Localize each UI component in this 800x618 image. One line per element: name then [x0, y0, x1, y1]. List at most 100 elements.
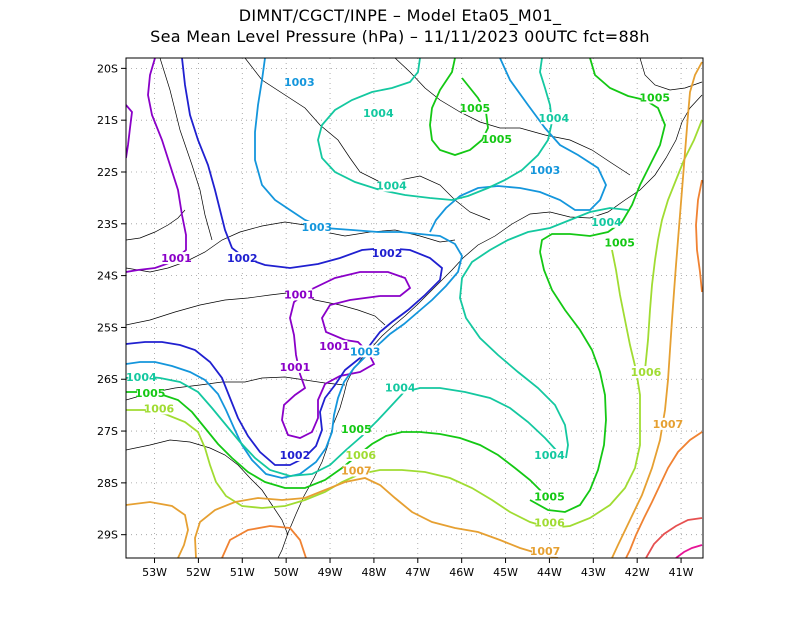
- isobar-1003-east: [429, 58, 607, 233]
- contour-label-bg: [641, 91, 668, 104]
- state-border-7: [394, 58, 631, 176]
- isobar-1004-main: [459, 207, 629, 459]
- axis-ticks: 53W 52W 51W 50W 49W 48W 47W 46W 45W 44W 43W 42W 41W 2…: [97, 62, 694, 579]
- contour-label: 1002: [372, 247, 403, 260]
- contour-label: 1004: [363, 107, 394, 120]
- isobar-1007-east: [611, 61, 703, 558]
- contour-label: 1005: [460, 102, 491, 115]
- contour-label-bg: [281, 448, 308, 461]
- contour-label: 1006: [144, 402, 175, 415]
- contour-label: 1001: [161, 252, 192, 265]
- y-tick-label: 27S: [97, 425, 118, 438]
- y-tick-label: 28S: [97, 477, 118, 490]
- x-tick-label: 52W: [186, 566, 211, 579]
- isobar-1008-east: [625, 431, 703, 558]
- x-tick-label: 45W: [493, 566, 518, 579]
- y-tick-label: 23S: [97, 218, 118, 231]
- contour-label: 1006: [345, 449, 376, 462]
- river-border: [126, 209, 186, 241]
- contour-label-bg: [321, 340, 348, 353]
- isobars: [126, 58, 703, 558]
- title-line-1: DIMNT/CGCT/INPE – Model Eta05_M01_: [238, 6, 562, 25]
- contour-label-bg: [137, 386, 164, 399]
- state-border-8: [639, 58, 703, 91]
- isobar-1005-far-east: [529, 251, 607, 513]
- isobar-1008: [221, 525, 307, 558]
- isobar-1010: [675, 544, 703, 558]
- contour-label: 1001: [284, 288, 315, 301]
- contour-label: 1004: [539, 112, 570, 125]
- isobar-1001-south: [126, 104, 133, 159]
- contour-label-bg: [352, 345, 379, 358]
- isobar-1008-ne: [695, 179, 703, 293]
- coastline-borders: [126, 58, 703, 558]
- y-tick-label: 20S: [97, 62, 118, 75]
- contour-label-bg: [286, 75, 313, 88]
- contour-label: 1003: [302, 221, 333, 234]
- contour-label: 1002: [227, 252, 258, 265]
- contour-label: 1002: [280, 449, 311, 462]
- contour-label-bg: [378, 179, 405, 192]
- x-tick-label: 48W: [361, 566, 386, 579]
- contour-label: 1003: [350, 345, 381, 358]
- isobar-1005-east: [539, 58, 666, 253]
- contour-label-bg: [286, 288, 313, 301]
- contour-label-bg: [654, 417, 681, 430]
- isobar-1007-south: [194, 477, 559, 558]
- isobar-1007-west: [126, 501, 189, 558]
- contour-label: 1004: [126, 371, 157, 384]
- y-tick-label: 26S: [97, 373, 118, 386]
- x-tick-label: 50W: [274, 566, 299, 579]
- contour-label-bg: [303, 220, 330, 233]
- state-border-2: [126, 291, 386, 326]
- isobar-1004-north: [317, 58, 553, 201]
- coastline: [277, 94, 703, 558]
- contour-label-bg: [163, 252, 190, 265]
- contour-label-bg: [365, 106, 392, 119]
- isobar-1006-east: [644, 119, 703, 371]
- plot-frame: [125, 57, 704, 559]
- contour-label-bg: [632, 366, 659, 379]
- contour-label: 1004: [591, 216, 622, 229]
- y-tick-label: 24S: [97, 270, 118, 283]
- x-tick-label: 43W: [581, 566, 606, 579]
- contour-label-bg: [540, 112, 567, 125]
- contour-label-bg: [387, 381, 414, 394]
- contour-label-bg: [483, 132, 510, 145]
- state-border-3: [126, 376, 346, 401]
- x-tick-label: 53W: [142, 566, 167, 579]
- y-tick-label: 22S: [97, 166, 118, 179]
- x-tick-label: 44W: [537, 566, 562, 579]
- title-line-2: Sea Mean Level Pressure (hPa) – 11/11/20…: [150, 27, 650, 46]
- x-tick-label: 51W: [230, 566, 255, 579]
- y-tick-label: 29S: [97, 529, 118, 542]
- isobar-1001-west: [126, 58, 187, 273]
- contour-label: 1004: [385, 382, 416, 395]
- y-tick-label: 25S: [97, 321, 118, 334]
- isobar-1001-main: [281, 271, 412, 439]
- isobar-1004-south: [126, 375, 563, 477]
- contour-label: 1007: [653, 418, 684, 431]
- contour-label: 1007: [341, 465, 372, 478]
- contour-label: 1003: [530, 164, 561, 177]
- contour-label-bg: [145, 402, 172, 415]
- contour-label: 1006: [534, 516, 565, 529]
- contour-label-bg: [536, 448, 563, 461]
- contour-label: 1005: [135, 387, 166, 400]
- isobar-1002: [126, 58, 443, 466]
- contour-label: 1003: [284, 76, 315, 89]
- contour-label-bg: [281, 360, 308, 373]
- contour-label-bg: [536, 490, 563, 503]
- contour-label: 1005: [534, 490, 565, 503]
- contour-label-bg: [606, 236, 633, 249]
- contour-label-bg: [128, 371, 155, 384]
- contour-label: 1004: [534, 449, 565, 462]
- contour-label-bg: [229, 252, 256, 265]
- contour-label: 1005: [639, 91, 670, 104]
- contour-label-bg: [536, 516, 563, 529]
- contour-labels: 1003 1004 1005 1004 1005 1005 1003 1004 1004 1005…: [126, 75, 684, 558]
- x-tick-label: 49W: [318, 566, 343, 579]
- isobar-1006-south: [126, 249, 641, 529]
- x-tick-label: 47W: [405, 566, 430, 579]
